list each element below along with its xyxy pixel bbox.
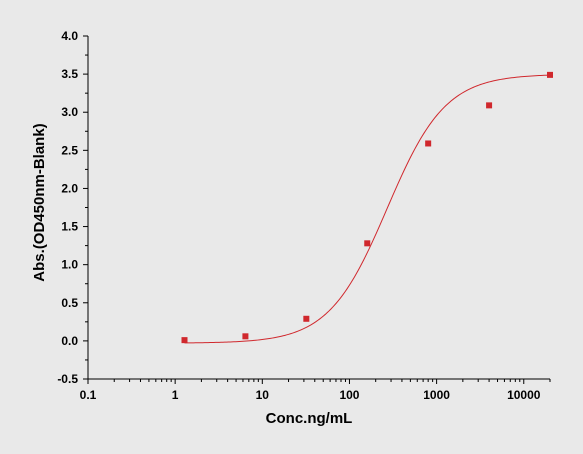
data-point — [181, 337, 188, 344]
y-tick-label: 3.5 — [61, 67, 78, 81]
y-axis-title: Abs.(OD450nm-Blank) — [31, 123, 48, 281]
data-point — [242, 333, 249, 340]
y-tick-label: 0.0 — [61, 334, 78, 348]
data-points — [181, 71, 553, 344]
axes — [87, 36, 550, 380]
y-tick-label: -0.5 — [57, 372, 78, 386]
x-tick-label: 1 — [172, 388, 179, 402]
x-axis-title: Conc.ng/mL — [266, 410, 353, 427]
fit-curve — [184, 74, 551, 344]
data-point — [486, 102, 493, 109]
y-tick-label: 3.0 — [61, 105, 78, 119]
y-tick-label: 2.0 — [61, 181, 78, 195]
data-point — [303, 315, 310, 322]
y-tick-label: 4.0 — [61, 29, 78, 43]
y-tick-label: 1.5 — [61, 220, 78, 234]
x-tick-label: 10 — [256, 388, 270, 402]
data-point — [364, 240, 371, 247]
x-tick-label: 10000 — [507, 388, 541, 402]
x-tick-label: 0.1 — [80, 388, 97, 402]
x-tick-label: 1000 — [423, 388, 450, 402]
data-point — [425, 140, 432, 147]
x-tick-label: 100 — [339, 388, 359, 402]
fit-curve-layer — [184, 74, 551, 344]
data-point — [547, 71, 553, 78]
ticks: -0.5 0.0 0.5 1.0 1.5 2.0 2.5 3.0 3.5 4.0 0.1 1 10 100… — [57, 29, 551, 402]
y-tick-label: 0.5 — [61, 296, 78, 310]
y-tick-label: 1.0 — [61, 258, 78, 272]
y-tick-label: 2.5 — [61, 143, 78, 157]
